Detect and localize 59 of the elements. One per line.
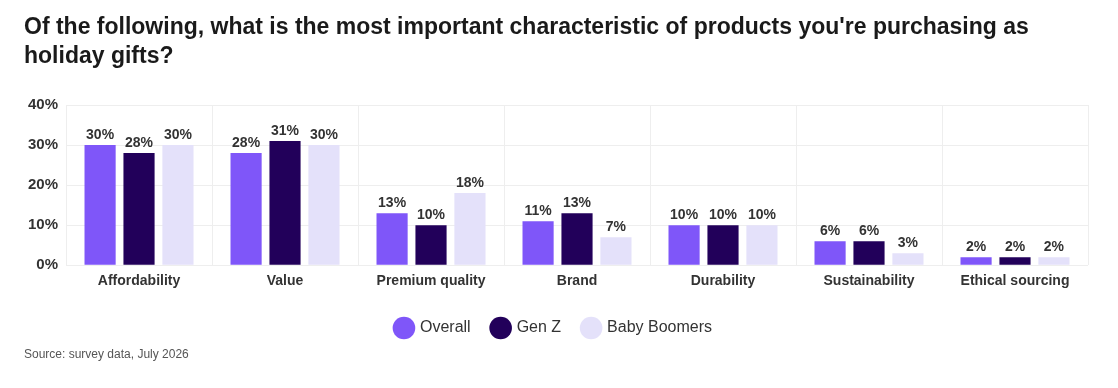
data-label: 30% <box>309 125 339 142</box>
data-label: 28% <box>125 133 154 150</box>
bar <box>707 225 739 265</box>
data-label: 3% <box>897 234 919 251</box>
x-tick-label: Affordability <box>97 272 181 289</box>
x-tick-label: Premium quality <box>376 272 486 289</box>
bar <box>853 241 885 265</box>
data-label: 30% <box>86 125 115 142</box>
bar <box>162 145 194 265</box>
x-tick-label: Durability <box>690 272 756 289</box>
y-tick-label: 10% <box>27 215 59 233</box>
data-label: 10% <box>670 206 699 223</box>
data-label: 2% <box>1043 238 1065 255</box>
bar <box>522 221 554 265</box>
data-label: 2% <box>965 238 987 255</box>
source-note: Source: survey data, July 2026 <box>24 347 189 361</box>
data-label: 6% <box>858 222 880 239</box>
data-label: 18% <box>455 173 485 190</box>
bar <box>960 257 992 265</box>
bar <box>668 225 700 265</box>
data-label: 13% <box>563 193 592 210</box>
bar <box>746 225 778 265</box>
x-tick-label: Value <box>266 272 304 289</box>
data-label: 10% <box>417 206 446 223</box>
data-label: 11% <box>524 202 553 218</box>
x-tick-label: Brand <box>556 272 598 289</box>
data-label: 10% <box>708 206 738 223</box>
y-tick-label: 30% <box>27 135 59 153</box>
x-tick-label: Ethical sourcing <box>960 272 1070 289</box>
data-label: 10% <box>747 206 777 223</box>
data-label: 31% <box>271 121 300 138</box>
data-label: 28% <box>232 133 261 150</box>
y-tick-label: 40% <box>27 95 59 113</box>
bar <box>308 145 340 265</box>
legend-label: Baby Boomers <box>607 318 713 336</box>
data-label: 30% <box>163 125 193 142</box>
bar <box>1038 257 1070 265</box>
bar <box>415 225 447 265</box>
bar <box>892 253 924 265</box>
y-tick-label: 20% <box>27 175 59 193</box>
legend-label: Overall <box>419 318 471 336</box>
data-label: 2% <box>1004 238 1026 255</box>
y-tick-label: 0% <box>36 255 59 273</box>
bar <box>561 213 593 265</box>
bar <box>376 213 408 265</box>
data-label: 13% <box>378 193 407 210</box>
bar <box>123 153 155 265</box>
bar <box>814 241 846 265</box>
bar <box>600 237 632 265</box>
bar <box>269 141 301 265</box>
chart-title: Of the following, what is the most important characteristic of products you're purchasing as holiday gifts? <box>24 12 1030 70</box>
bar <box>84 145 116 265</box>
legend-label: Gen Z <box>516 318 562 336</box>
bar <box>454 193 486 265</box>
bar <box>230 153 262 265</box>
bar <box>999 257 1031 265</box>
data-label: 7% <box>605 218 627 235</box>
data-label: 6% <box>819 222 841 239</box>
x-tick-label: Sustainability <box>823 272 915 289</box>
